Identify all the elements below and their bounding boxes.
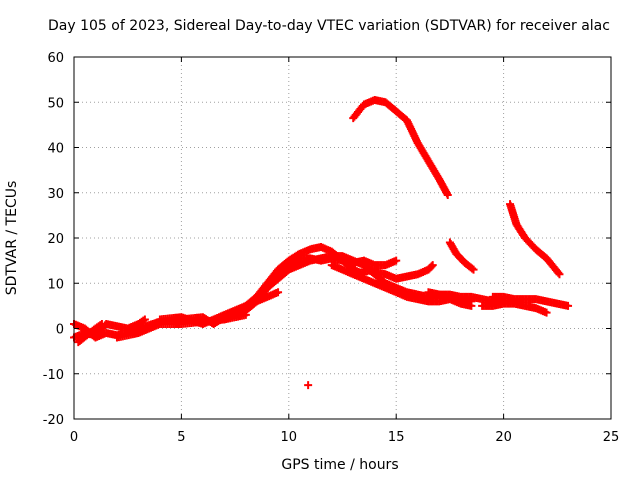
series-arc-10 bbox=[327, 261, 476, 310]
data-point bbox=[555, 270, 564, 279]
y-tick-label: 30 bbox=[47, 187, 64, 202]
data-point bbox=[427, 262, 436, 271]
series-outlier bbox=[304, 381, 313, 390]
data-layer bbox=[70, 95, 573, 390]
data-point bbox=[443, 191, 452, 200]
data-point bbox=[392, 256, 401, 265]
y-tick-label: 10 bbox=[47, 277, 64, 292]
y-tick-label: 60 bbox=[47, 51, 64, 66]
chart-title: Day 105 of 2023, Sidereal Day-to-day VTE… bbox=[48, 18, 610, 34]
series-arc-3 bbox=[74, 319, 106, 347]
series-arc-13 bbox=[445, 238, 478, 274]
x-tick-label: 20 bbox=[495, 430, 512, 445]
series-arc-12 bbox=[349, 95, 452, 200]
data-point bbox=[304, 381, 313, 390]
grid-layer bbox=[74, 57, 611, 419]
data-point bbox=[469, 265, 478, 274]
data-point bbox=[428, 261, 437, 270]
x-tick-label: 15 bbox=[388, 430, 405, 445]
x-tick-label: 10 bbox=[281, 430, 298, 445]
y-tick-label: 20 bbox=[47, 232, 64, 247]
y-tick-label: -10 bbox=[43, 368, 64, 383]
series-arc-17 bbox=[424, 288, 508, 306]
x-tick-label: 0 bbox=[70, 430, 78, 445]
data-point bbox=[468, 264, 477, 273]
data-point bbox=[274, 288, 283, 297]
data-point bbox=[467, 301, 476, 310]
x-tick-label: 5 bbox=[177, 430, 185, 445]
x-axis-label: GPS time / hours bbox=[281, 457, 399, 473]
y-tick-label: -20 bbox=[43, 413, 64, 428]
data-point bbox=[542, 308, 551, 317]
data-point bbox=[97, 319, 106, 328]
y-tick-label: 0 bbox=[56, 323, 64, 338]
series-arc-14 bbox=[506, 200, 564, 279]
y-tick-label: 40 bbox=[47, 142, 64, 157]
x-tick-label: 25 bbox=[603, 430, 620, 445]
data-point bbox=[554, 268, 563, 277]
y-tick-label: 50 bbox=[47, 96, 64, 111]
tick-layer: 0 5 10 15 20 25 -20 -10 0 10 20 30 40 50 60 bbox=[43, 51, 620, 445]
data-point bbox=[96, 321, 105, 330]
data-point bbox=[140, 315, 149, 324]
series-arc-11 bbox=[359, 261, 437, 283]
data-point bbox=[499, 297, 508, 306]
data-point bbox=[564, 301, 573, 310]
